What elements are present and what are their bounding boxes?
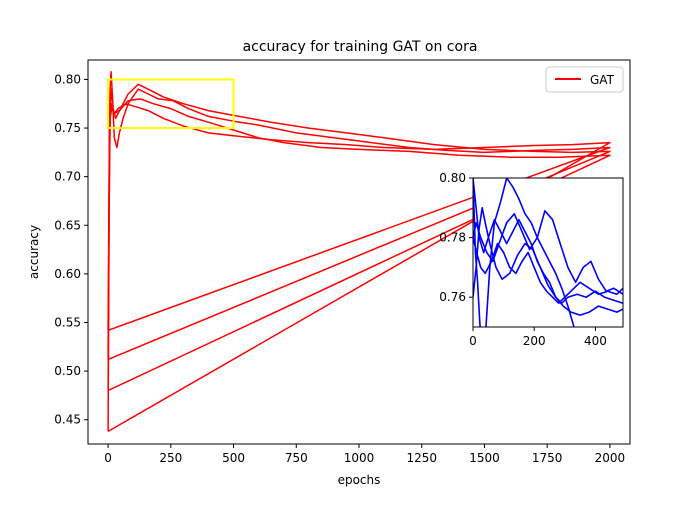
x-tick-label: 500 [222, 451, 245, 465]
inset-plot-area: 0 200 400 0.76 0.78 0.80 [439, 171, 624, 348]
inset-y-tick-label: 0.80 [439, 171, 466, 185]
main-plot-area: 0 250 500 750 1000 1250 1500 1750 2000 0.450.500… [54, 59, 631, 465]
inset-y-axis-ticks: 0.76 0.78 0.80 [439, 171, 473, 304]
x-tick-label: 1500 [469, 451, 500, 465]
inset-y-tick-label: 0.78 [439, 231, 466, 245]
y-tick-label: 0.65 [54, 218, 81, 232]
x-tick-label: 1000 [344, 451, 375, 465]
x-tick-label: 0 [104, 451, 112, 465]
series-line-gat-run-4 [107, 102, 611, 433]
inset-frame [472, 177, 624, 328]
y-tick-label: 0.70 [54, 170, 81, 184]
y-tick-label: 0.60 [54, 267, 81, 281]
legend-box [545, 66, 624, 93]
main-series-group [107, 70, 611, 433]
x-tick-label: 750 [285, 451, 308, 465]
x-axis-ticks: 0 250 500 750 1000 1250 1500 1750 2000 [104, 444, 625, 465]
y-tick-label: 0.80 [54, 72, 81, 86]
inset-x-axis-ticks: 0 200 400 [469, 327, 607, 348]
zoom-region-box [107, 78, 235, 130]
x-tick-label: 1750 [532, 451, 563, 465]
y-tick-label: 0.45 [54, 413, 81, 427]
x-tick-label: 1250 [406, 451, 437, 465]
inset-x-tick-label: 200 [523, 334, 546, 348]
series-line-gat-run-3 [107, 98, 611, 392]
y-tick-label: 0.50 [54, 364, 81, 378]
series-line-gat-run-2 [107, 83, 611, 361]
inset-series-line-1 [473, 178, 575, 327]
inset-background [473, 178, 623, 327]
inset-series-line-5 [473, 207, 623, 316]
inset-series-group [473, 178, 623, 327]
inset-x-tick-label: 0 [469, 334, 477, 348]
x-tick-label: 250 [159, 451, 182, 465]
chart-title: accuracy for training GAT on cora [243, 39, 478, 55]
y-tick-label: 0.55 [54, 315, 81, 329]
inset-series-line-3 [473, 210, 623, 295]
legend: GAT [545, 66, 624, 93]
legend-label-gat: GAT [590, 73, 615, 87]
inset-series-line-4 [473, 237, 623, 305]
x-tick-label: 2000 [595, 451, 626, 465]
y-axis-ticks: 0.45 0.50 0.55 0.60 0.65 0.70 0.75 0.80 [54, 72, 88, 427]
y-tick-label: 0.75 [54, 121, 81, 135]
inset-x-tick-label: 400 [584, 334, 607, 348]
inset-y-tick-label: 0.76 [439, 290, 466, 304]
x-axis-label: epochs [338, 473, 381, 487]
y-axis-label: accuracy [27, 225, 41, 279]
